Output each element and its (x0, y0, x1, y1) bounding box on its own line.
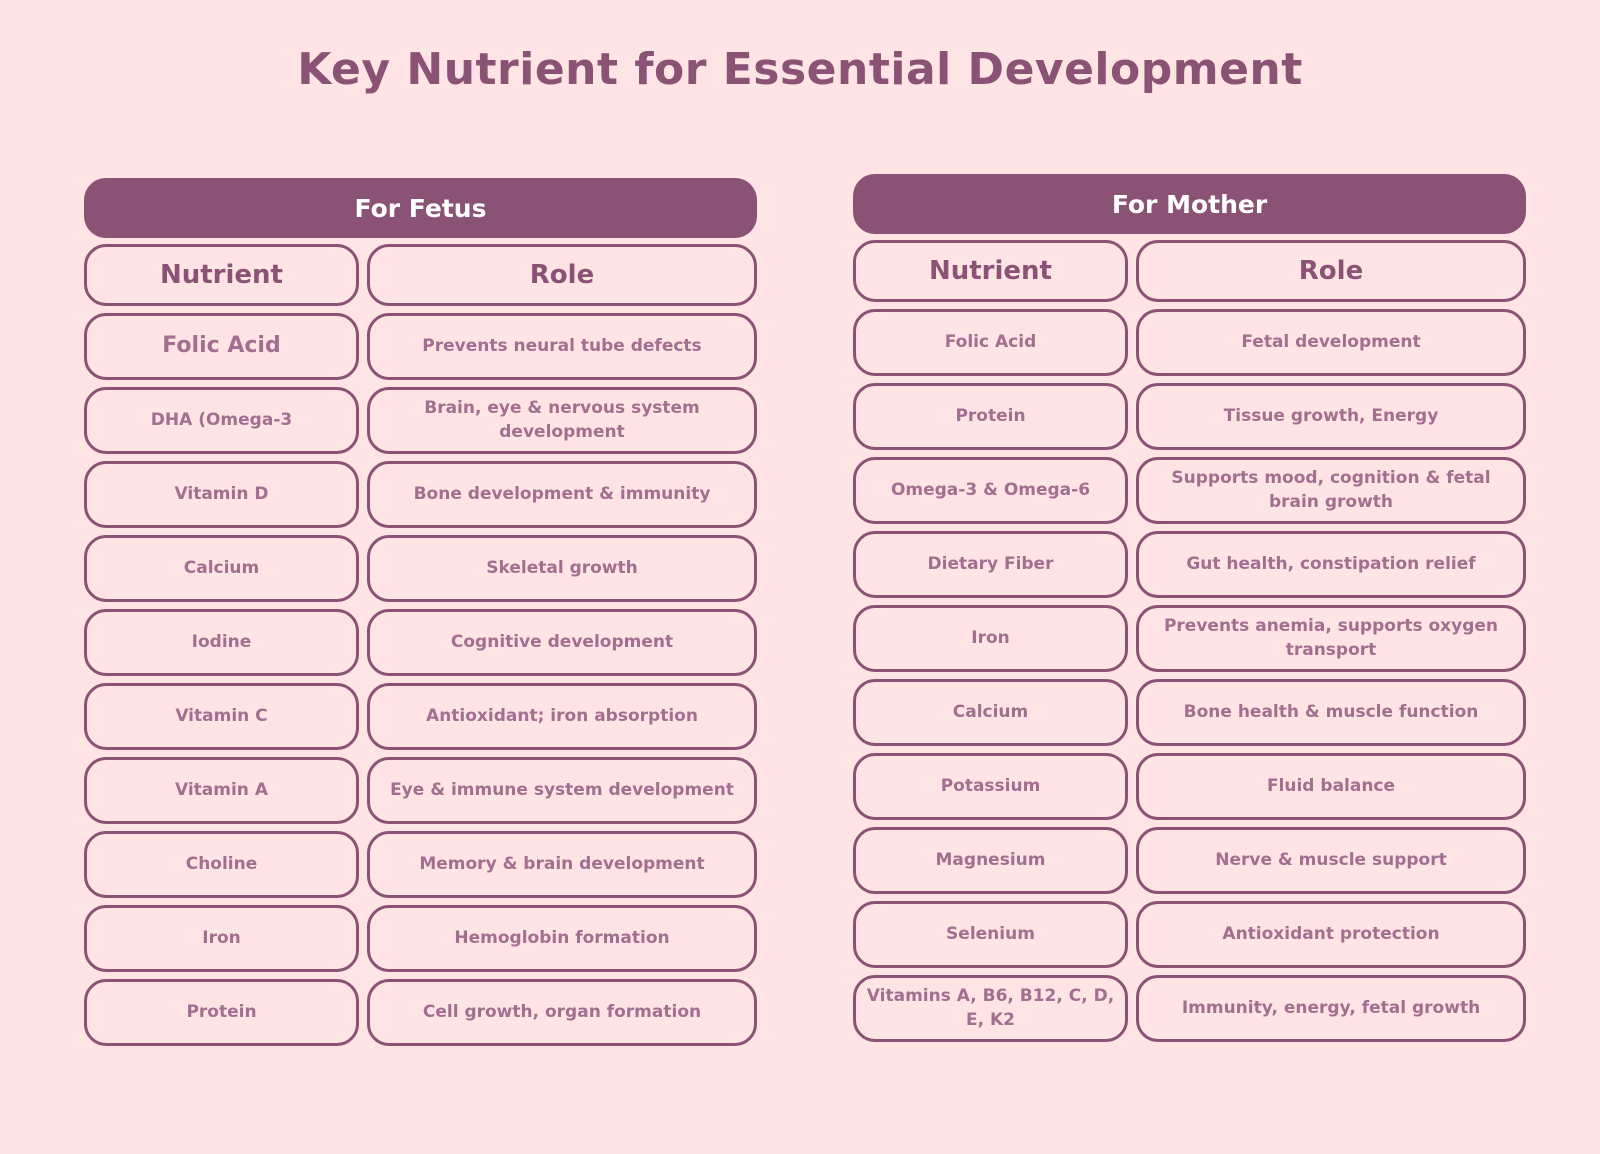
table-row: Potassium Fluid balance (853, 753, 1526, 820)
table-row: Iron Hemoglobin formation (84, 905, 757, 972)
table-row: DHA (Omega-3 Brain, eye & nervous system … (84, 387, 757, 454)
nutrient-cell: Calcium (84, 535, 359, 602)
role-cell: Tissue growth, Energy (1136, 383, 1526, 450)
nutrient-cell: Potassium (853, 753, 1128, 820)
role-cell: Bone development & immunity (367, 461, 757, 528)
table-row: Vitamin D Bone development & immunity (84, 461, 757, 528)
table-row: Selenium Antioxidant protection (853, 901, 1526, 968)
role-cell: Bone health & muscle function (1136, 679, 1526, 746)
nutrient-cell: Folic Acid (84, 313, 359, 380)
nutrient-column-header: Nutrient (84, 244, 359, 306)
nutrient-cell: Protein (853, 383, 1128, 450)
role-cell: Antioxidant protection (1136, 901, 1526, 968)
table-row: Vitamin A Eye & immune system development (84, 757, 757, 824)
mother-table: For Mother Nutrient Role Folic Acid Fetal… (853, 174, 1526, 1042)
nutrient-cell: Calcium (853, 679, 1128, 746)
table-row: Iodine Cognitive development (84, 609, 757, 676)
role-cell: Prevents anemia, supports oxygen transpo… (1136, 605, 1526, 672)
nutrient-cell: Iron (853, 605, 1128, 672)
mother-heading: For Mother (853, 174, 1526, 234)
role-cell: Cell growth, organ formation (367, 979, 757, 1046)
nutrient-cell: Choline (84, 831, 359, 898)
nutrient-cell: Iron (84, 905, 359, 972)
nutrient-cell: Dietary Fiber (853, 531, 1128, 598)
table-row: Vitamin C Antioxidant; iron absorption (84, 683, 757, 750)
role-cell: Prevents neural tube defects (367, 313, 757, 380)
table-row: Omega-3 & Omega-6 Supports mood, cognitio… (853, 457, 1526, 524)
fetus-heading: For Fetus (84, 178, 757, 238)
role-cell: Memory & brain development (367, 831, 757, 898)
role-cell: Fluid balance (1136, 753, 1526, 820)
table-row: Dietary Fiber Gut health, constipation re… (853, 531, 1526, 598)
table-row: Folic Acid Prevents neural tube defects (84, 313, 757, 380)
role-column-header: Role (367, 244, 757, 306)
table-row: Choline Memory & brain development (84, 831, 757, 898)
nutrient-cell: Vitamins A, B6, B12, C, D, E, K2 (853, 975, 1128, 1042)
role-cell: Eye & immune system development (367, 757, 757, 824)
role-column-header: Role (1136, 240, 1526, 302)
role-cell: Gut health, constipation relief (1136, 531, 1526, 598)
nutrient-cell: Iodine (84, 609, 359, 676)
nutrient-cell: Selenium (853, 901, 1128, 968)
table-row: Magnesium Nerve & muscle support (853, 827, 1526, 894)
role-cell: Cognitive development (367, 609, 757, 676)
role-cell: Fetal development (1136, 309, 1526, 376)
nutrient-cell: Vitamin C (84, 683, 359, 750)
role-cell: Supports mood, cognition & fetal brain g… (1136, 457, 1526, 524)
role-cell: Nerve & muscle support (1136, 827, 1526, 894)
nutrient-cell: Protein (84, 979, 359, 1046)
nutrient-cell: Omega-3 & Omega-6 (853, 457, 1128, 524)
role-cell: Hemoglobin formation (367, 905, 757, 972)
table-row: Folic Acid Fetal development (853, 309, 1526, 376)
table-row: Calcium Bone health & muscle function (853, 679, 1526, 746)
table-row: Iron Prevents anemia, supports oxygen tra… (853, 605, 1526, 672)
role-cell: Immunity, energy, fetal growth (1136, 975, 1526, 1042)
role-cell: Antioxidant; iron absorption (367, 683, 757, 750)
fetus-table: For Fetus Nutrient Role Folic Acid Preven… (84, 178, 757, 1046)
nutrient-cell: Magnesium (853, 827, 1128, 894)
header-row: Nutrient Role (84, 244, 757, 306)
table-row: Protein Cell growth, organ formation (84, 979, 757, 1046)
nutrient-cell: Vitamin A (84, 757, 359, 824)
page-title: Key Nutrient for Essential Development (297, 44, 1303, 95)
role-cell: Skeletal growth (367, 535, 757, 602)
role-cell: Brain, eye & nervous system development (367, 387, 757, 454)
nutrient-cell: Vitamin D (84, 461, 359, 528)
table-row: Vitamins A, B6, B12, C, D, E, K2 Immunity… (853, 975, 1526, 1042)
table-row: Protein Tissue growth, Energy (853, 383, 1526, 450)
nutrient-cell: DHA (Omega-3 (84, 387, 359, 454)
nutrient-cell: Folic Acid (853, 309, 1128, 376)
header-row: Nutrient Role (853, 240, 1526, 302)
nutrient-column-header: Nutrient (853, 240, 1128, 302)
table-row: Calcium Skeletal growth (84, 535, 757, 602)
